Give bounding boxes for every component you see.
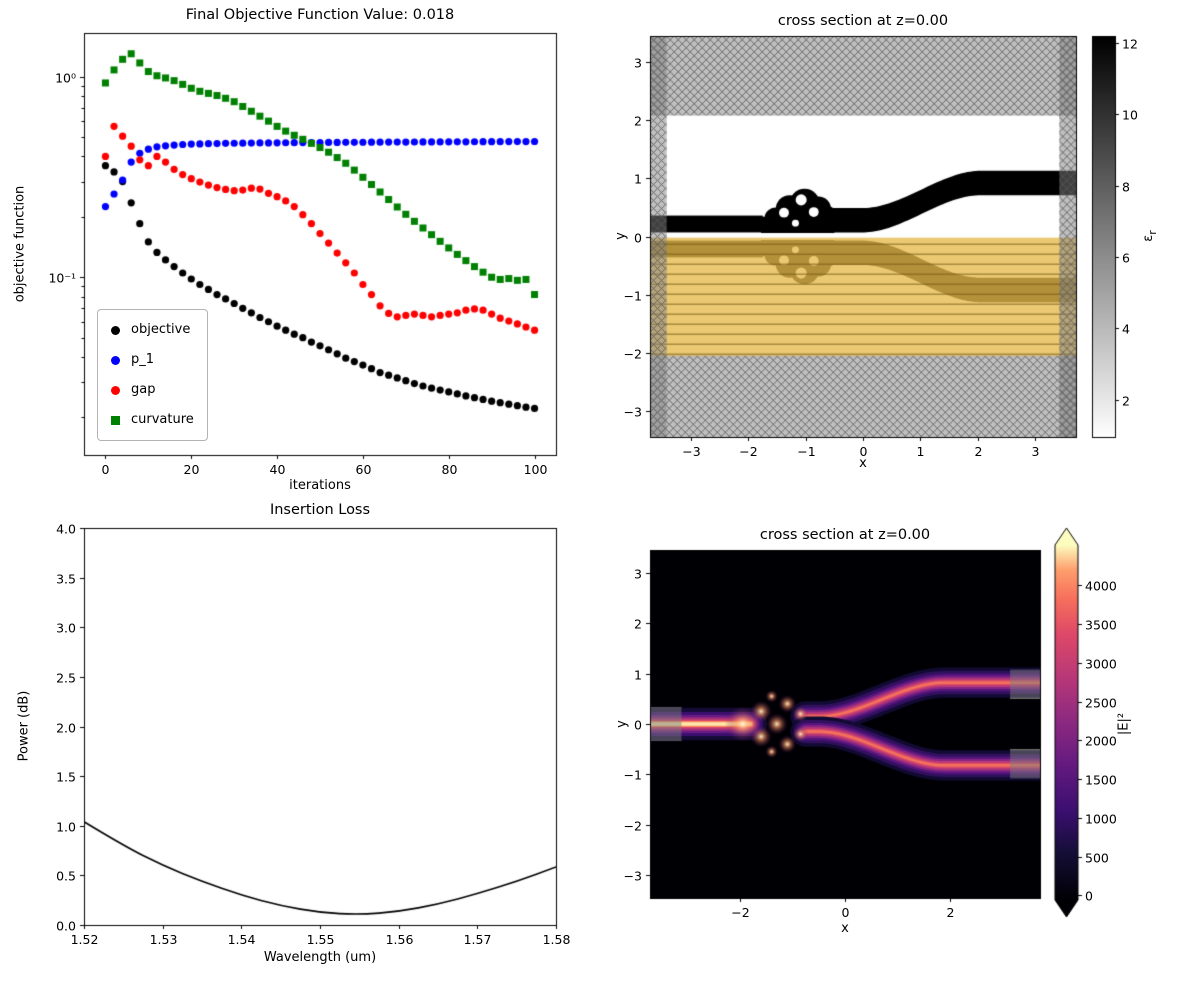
legend-label-p_1: p_1 — [131, 352, 155, 367]
eps-colorbar-tick: 4 — [1122, 321, 1130, 336]
eps-xtick: 1 — [916, 444, 925, 459]
legend-item-curvature: curvature — [111, 411, 194, 429]
field-xtick: 2 — [946, 905, 955, 920]
loss-ytick: 0.0 — [56, 918, 76, 933]
loss-title: Insertion Loss — [269, 502, 371, 518]
eps-colorbar-tick: 12 — [1122, 36, 1138, 51]
objective-xtick: 100 — [523, 462, 548, 477]
field-colorbar-tick: 3000 — [1085, 656, 1117, 671]
objective-title: Final Objective Function Value: 0.018 — [185, 7, 455, 23]
legend-item-p_1: p_1 — [111, 351, 194, 369]
eps-ytick: 1 — [634, 171, 642, 186]
eps-colorbar-label: εr — [1141, 230, 1159, 241]
eps-ytick: −2 — [623, 346, 642, 361]
eps-ytick: 3 — [634, 55, 642, 70]
field-ytick: 0 — [634, 717, 642, 732]
objective-xtick: 80 — [441, 462, 458, 477]
field-ytick: 2 — [634, 616, 642, 631]
eps-xtick: 0 — [859, 444, 868, 459]
loss-ytick: 1.0 — [56, 819, 76, 834]
eps-xtick: 3 — [1031, 444, 1040, 459]
eps-ylabel: y — [613, 232, 629, 240]
field-title: cross section at z=0.00 — [759, 527, 931, 543]
loss-ytick: 2.0 — [56, 720, 76, 735]
eps-xtick: 2 — [974, 444, 983, 459]
field-ytick: −3 — [623, 868, 642, 883]
field-colorbar-tick: 3500 — [1085, 617, 1117, 632]
loss-xtick: 1.55 — [306, 932, 335, 947]
legend-item-objective: objective — [111, 321, 194, 339]
legend-label-curvature: curvature — [131, 412, 194, 427]
loss-ytick: 4.0 — [56, 521, 76, 536]
loss-xtick: 1.58 — [542, 932, 571, 947]
eps-ytick: 2 — [634, 113, 642, 128]
objective-ylabel: objective function — [12, 185, 28, 303]
loss-xtick: 1.57 — [463, 932, 492, 947]
loss-xtick: 1.54 — [227, 932, 256, 947]
eps-colorbar-tick: 2 — [1122, 393, 1130, 408]
eps-xlabel: x — [859, 456, 867, 471]
field-colorbar-label: |E|² — [1116, 712, 1132, 736]
field-colorbar-tick: 4000 — [1085, 578, 1117, 593]
loss-ytick: 3.5 — [56, 571, 76, 586]
eps-colorbar-tick: 8 — [1122, 179, 1130, 194]
objective-xtick: 0 — [101, 462, 110, 477]
legend-marker-gap — [111, 385, 120, 395]
eps-xtick: −2 — [739, 444, 758, 459]
loss-xtick: 1.53 — [149, 932, 178, 947]
eps-colorbar-tick: 10 — [1122, 107, 1138, 122]
loss-xtick: 1.52 — [70, 932, 99, 947]
field-colorbar-tick: 0 — [1085, 888, 1093, 903]
eps-ytick: −3 — [623, 404, 642, 419]
legend-marker-p_1 — [111, 355, 120, 365]
eps-xtick: −3 — [682, 444, 701, 459]
objective-xtick: 40 — [269, 462, 286, 477]
field-ytick: 1 — [634, 667, 642, 682]
field-colorbar-tick: 500 — [1085, 850, 1109, 865]
eps-colorbar-tick: 6 — [1122, 250, 1130, 265]
eps-colorbar-label-sub: r — [1145, 230, 1159, 235]
loss-ytick: 0.5 — [56, 868, 76, 883]
field-colorbar-tick: 2500 — [1085, 695, 1117, 710]
loss-xtick: 1.56 — [385, 932, 414, 947]
loss-xlabel: Wavelength (um) — [263, 950, 377, 965]
field-colorbar-tick: 1500 — [1085, 772, 1117, 787]
objective-xlabel: iterations — [289, 478, 351, 493]
loss-ytick: 1.5 — [56, 769, 76, 784]
eps-xtick: −1 — [797, 444, 816, 459]
objective-xtick: 60 — [355, 462, 372, 477]
field-ytick: 3 — [634, 566, 642, 581]
objective-ytick: 10⁰ — [55, 70, 76, 85]
field-xlabel: x — [841, 921, 849, 936]
legend-label-gap: gap — [131, 382, 156, 397]
field-colorbar-tick: 2000 — [1085, 733, 1117, 748]
eps-colorbar-label-base: ε — [1141, 234, 1157, 242]
legend-marker-objective — [111, 325, 120, 335]
field-xtick: −2 — [731, 905, 750, 920]
field-xtick: 0 — [841, 905, 850, 920]
objective-xtick: 20 — [183, 462, 200, 477]
field-ylabel: y — [614, 720, 630, 728]
field-ytick: −2 — [623, 818, 642, 833]
field-ytick: −1 — [623, 767, 642, 782]
objective-ytick: 10⁻¹ — [48, 270, 76, 285]
field-colorbar-tick: 1000 — [1085, 811, 1117, 826]
loss-ytick: 2.5 — [56, 670, 76, 685]
eps-title: cross section at z=0.00 — [777, 13, 949, 29]
legend-marker-curvature — [111, 415, 120, 425]
eps-ytick: −1 — [623, 288, 642, 303]
legend-item-gap: gap — [111, 381, 194, 399]
eps-ytick: 0 — [634, 230, 642, 245]
legend-label-objective: objective — [131, 322, 191, 337]
loss-ytick: 3.0 — [56, 620, 76, 635]
loss-ylabel: Power (dB) — [16, 690, 32, 762]
